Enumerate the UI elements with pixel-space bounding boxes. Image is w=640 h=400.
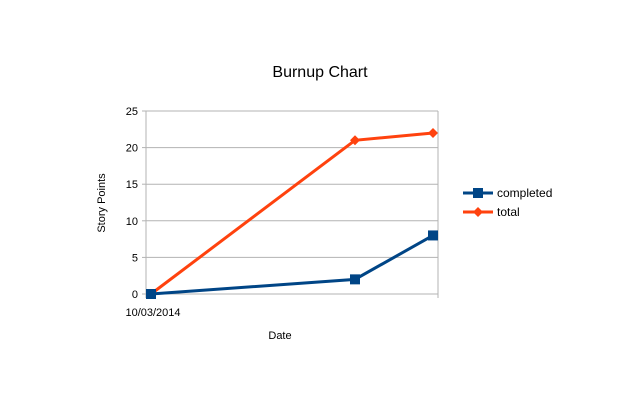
gridlines: [146, 110, 438, 258]
legend-entry-total: total: [463, 205, 520, 219]
x-tick-label: 10/03/2014: [125, 307, 180, 319]
series-line: [150, 234, 434, 296]
legend-entry-completed: completed: [463, 186, 552, 200]
y-tick-label: 0: [132, 289, 138, 301]
data-point: [428, 127, 438, 138]
y-tick-label: 20: [126, 143, 138, 155]
data-point: [146, 289, 156, 299]
legend: completed total: [463, 186, 552, 219]
series-group: [146, 127, 438, 299]
legend-label: completed: [497, 186, 552, 200]
x-axis-ticks: 10/03/2014: [125, 294, 439, 319]
legend-label: total: [497, 205, 520, 219]
y-axis-label: Story Points: [96, 173, 108, 233]
series-total: [146, 127, 438, 299]
y-tick-label: 5: [132, 252, 138, 264]
data-point: [350, 274, 360, 285]
y-tick-label: 15: [126, 179, 138, 191]
data-point: [428, 230, 438, 241]
series-line: [150, 131, 434, 296]
x-axis-label: Date: [268, 330, 291, 342]
y-tick-label: 10: [126, 216, 138, 228]
chart-title: Burnup Chart: [272, 64, 368, 81]
y-tick-label: 25: [126, 106, 138, 118]
legend-swatch-marker: [473, 207, 483, 217]
legend-swatch-marker: [473, 188, 483, 198]
data-point: [350, 135, 360, 146]
series-completed: [146, 230, 438, 299]
axes: [145, 111, 439, 295]
y-axis-ticks: 0 5 10 15 20 25: [126, 106, 146, 301]
